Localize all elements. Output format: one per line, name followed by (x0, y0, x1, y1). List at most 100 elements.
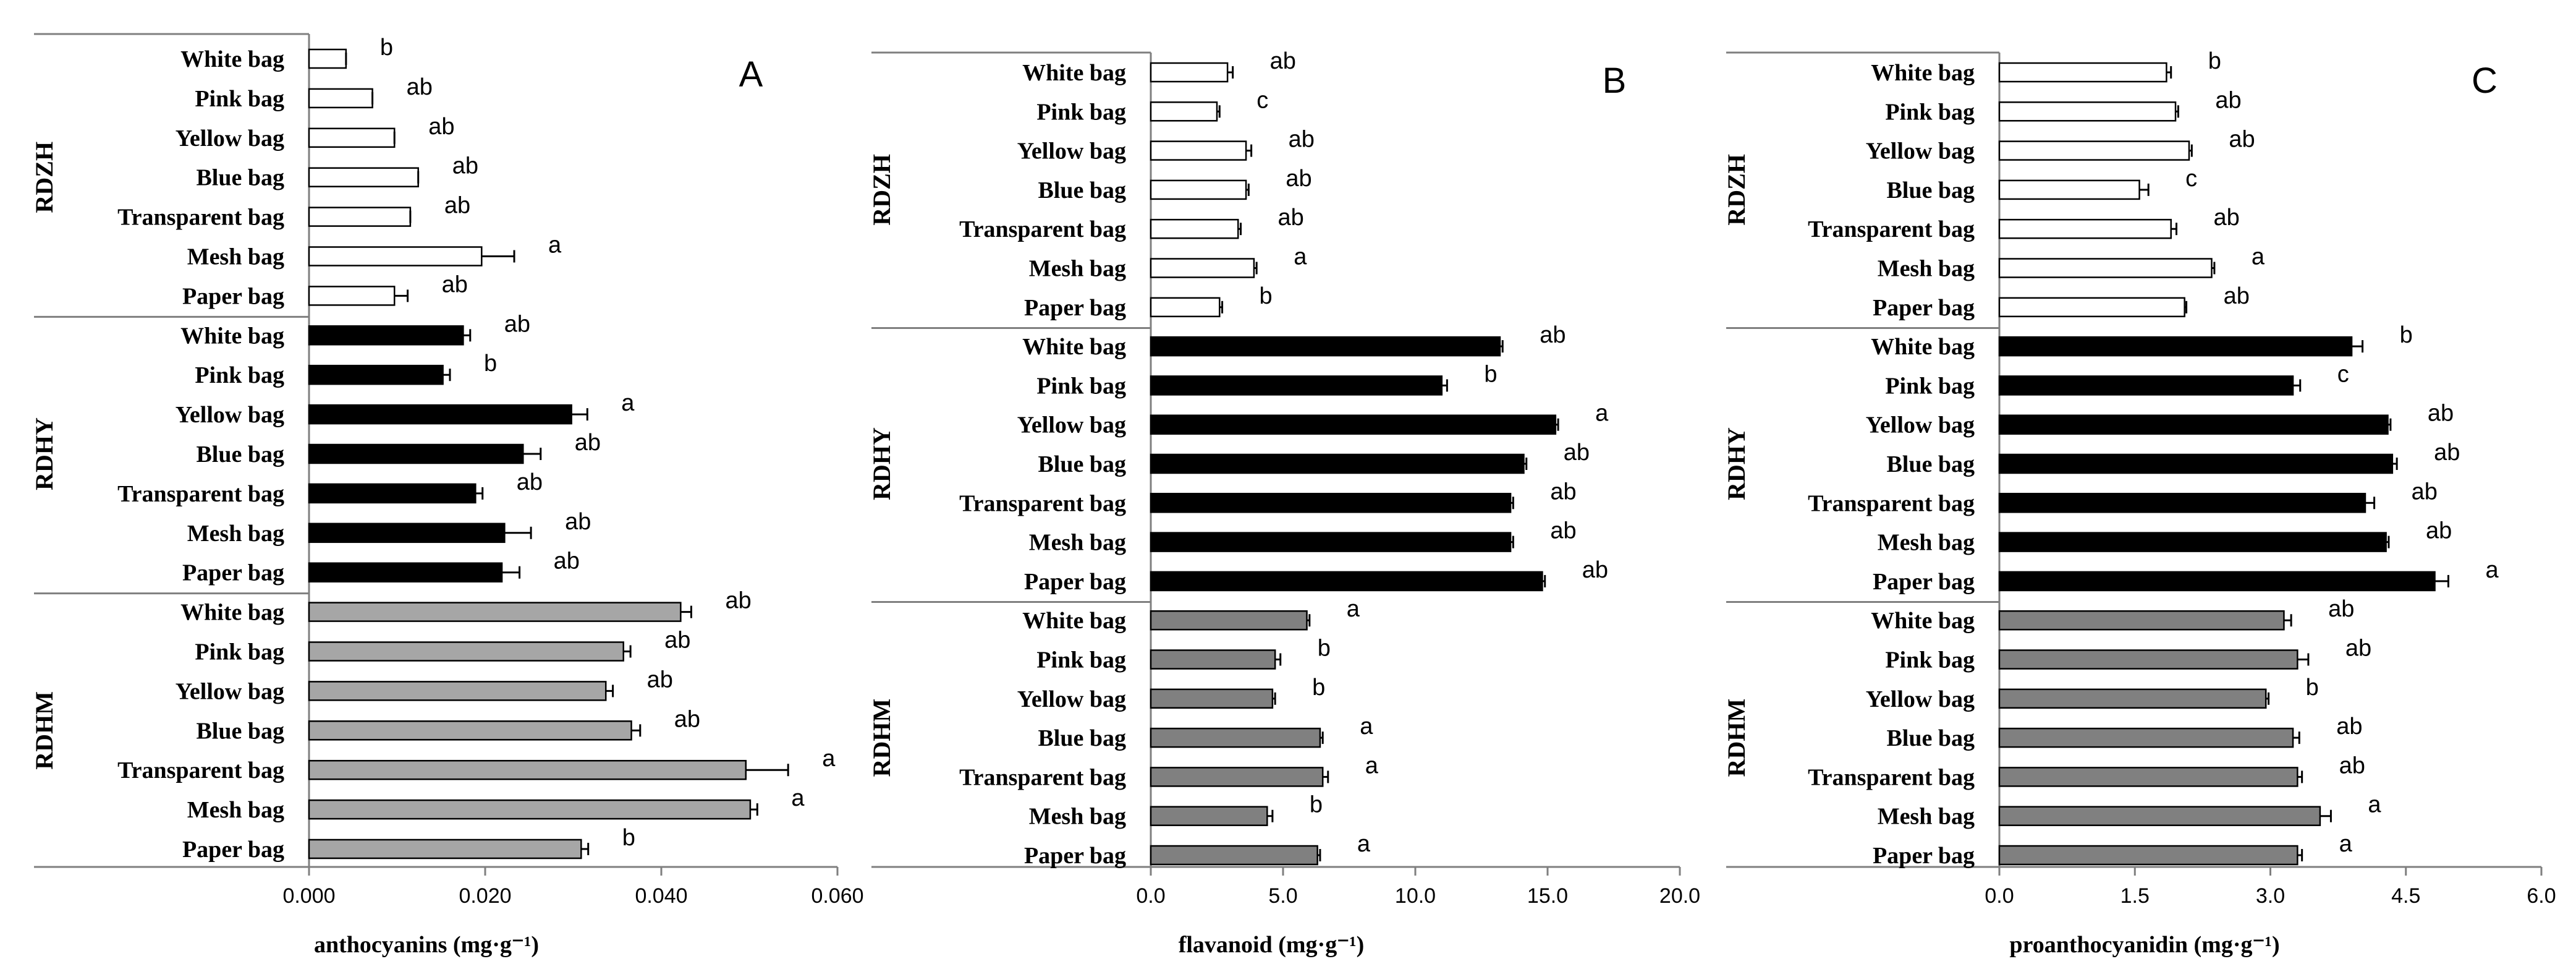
bar (1998, 767, 2298, 787)
bar (1150, 571, 1543, 592)
significance-letter: b (1318, 636, 1331, 662)
significance-letter: b (2208, 48, 2221, 74)
bar (1150, 375, 1443, 396)
category-label: White bag (180, 46, 284, 72)
significance-letter: ab (565, 509, 591, 535)
significance-letter: a (1357, 831, 1371, 857)
category-label: Paper bag (1873, 569, 1975, 595)
x-tick-label: 5.0 (1268, 884, 1297, 908)
significance-letter: a (548, 233, 562, 258)
significance-letter: a (1347, 596, 1360, 622)
bar (1150, 649, 1276, 670)
bar (1998, 610, 2285, 631)
bar (1150, 218, 1239, 239)
category-label: Blue bag (1886, 451, 1975, 477)
significance-letter: ab (1582, 557, 1608, 583)
bar (1150, 140, 1247, 161)
bar (1150, 297, 1221, 318)
bar (308, 364, 444, 385)
category-label: Yellow bag (1866, 412, 1975, 438)
bar (308, 167, 419, 187)
bar (1150, 62, 1229, 83)
significance-letter: a (1595, 401, 1609, 427)
bar (1998, 414, 2389, 435)
x-tick-label: 6.0 (2527, 884, 2556, 908)
category-label: Mesh bag (187, 244, 284, 270)
category-label: Transparent bag (117, 481, 284, 507)
bar (1150, 336, 1501, 357)
category-label: Blue bag (1038, 451, 1126, 477)
category-label: White bag (1022, 60, 1126, 86)
x-tick-label: 0.0 (1985, 884, 2014, 908)
category-label: Pink bag (1036, 373, 1126, 399)
bar (1150, 179, 1247, 200)
category-label: Pink bag (1885, 373, 1975, 399)
significance-letter: ab (2224, 283, 2250, 309)
category-label: Transparent bag (959, 764, 1126, 790)
category-label: Paper bag (1873, 843, 1975, 869)
category-label: Paper bag (182, 837, 284, 863)
significance-letter: b (2306, 675, 2319, 701)
bar (1998, 453, 2394, 474)
significance-letter: a (1360, 714, 1373, 740)
bar (1150, 688, 1274, 709)
significance-letter: c (2337, 361, 2349, 387)
x-tick-label: 10.0 (1395, 884, 1436, 908)
bar (308, 602, 682, 622)
significance-letter: a (2252, 244, 2265, 270)
category-label: Blue bag (1886, 177, 1975, 203)
significance-letter: b (1310, 792, 1323, 818)
category-label: White bag (180, 323, 284, 349)
significance-letter: a (1365, 753, 1379, 779)
category-label: Yellow bag (176, 678, 284, 704)
significance-letter: ab (647, 667, 673, 693)
category-label: Mesh bag (187, 521, 284, 547)
bar (1150, 414, 1557, 435)
significance-letter: ab (1564, 440, 1590, 466)
bar (1998, 258, 2213, 278)
category-label: White bag (1871, 608, 1975, 634)
bar (1998, 649, 2298, 670)
category-label: Mesh bag (1029, 804, 1126, 830)
bar (1150, 258, 1255, 278)
panel-label: A (739, 54, 763, 95)
bar (1150, 101, 1218, 122)
bar (1150, 767, 1324, 787)
bar (1998, 297, 2185, 318)
category-label: Mesh bag (1878, 256, 1975, 282)
bar (1998, 375, 2294, 396)
significance-letter: ab (725, 588, 751, 614)
x-tick-label: 0.060 (811, 884, 863, 908)
category-label: Transparent bag (1808, 764, 1975, 790)
category-label: Yellow bag (176, 126, 284, 151)
bar (1150, 610, 1308, 631)
bar (308, 207, 412, 227)
significance-letter: ab (1550, 479, 1576, 505)
significance-letter: ab (504, 311, 530, 337)
bar (308, 443, 524, 464)
significance-letter: b (1312, 675, 1325, 701)
chart-panel-a: 0.000 0.020 0.040 0.060 anthocyanins (mg·g⁻¹… (30, 33, 864, 958)
x-tick-label: 4.5 (2391, 884, 2420, 908)
bar (1998, 62, 2167, 83)
category-label: Paper bag (1024, 569, 1126, 595)
category-label: Transparent bag (959, 216, 1126, 242)
bar (308, 88, 373, 109)
significance-letter: ab (2336, 714, 2362, 740)
significance-letter: ab (1286, 166, 1311, 192)
significance-letter: a (2368, 792, 2381, 818)
bar (1998, 493, 2366, 513)
bar (1998, 218, 2172, 239)
significance-letter: c (2185, 166, 2197, 192)
group-label: RDHY (30, 417, 58, 490)
bar (308, 681, 607, 701)
chart-panel-c: 0.0 1.5 3.0 4.5 6.0 proanthocyanidin (mg·g⁻¹)… (1722, 48, 2556, 958)
category-label: Paper bag (1024, 295, 1126, 321)
group-label: RDHM (868, 699, 896, 777)
bar (308, 404, 572, 425)
bar (1150, 453, 1525, 474)
category-label: White bag (180, 600, 284, 626)
significance-letter: ab (674, 706, 700, 732)
category-label: Pink bag (195, 639, 284, 665)
bar (308, 246, 483, 267)
